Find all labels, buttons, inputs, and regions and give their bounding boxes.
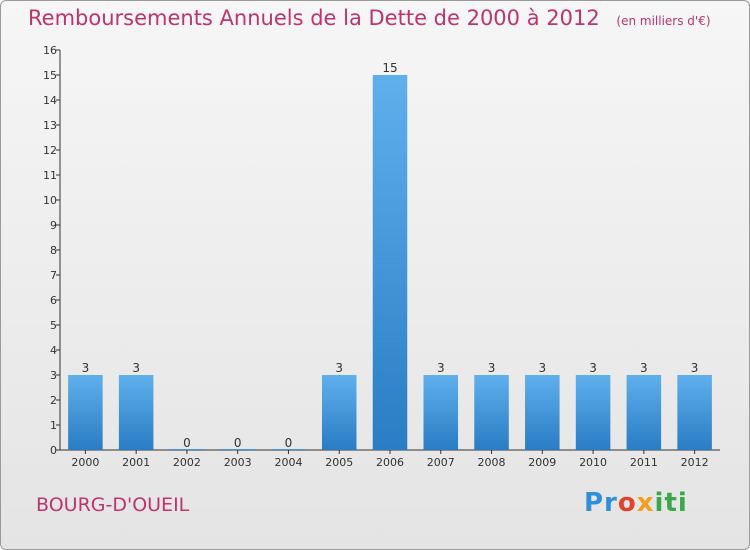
- y-tick-label: 14: [43, 94, 57, 107]
- data-label: 3: [437, 361, 445, 375]
- y-tick-label: 10: [43, 194, 57, 207]
- x-tick-label: 2006: [376, 456, 404, 469]
- bar: [423, 375, 459, 450]
- chart-title: Remboursements Annuels de la Dette de 20…: [28, 6, 711, 30]
- bar: [169, 449, 205, 450]
- logo-part-3: x: [636, 488, 655, 518]
- y-tick-label: 12: [43, 144, 57, 157]
- y-tick-label: 15: [43, 69, 57, 82]
- data-label: 3: [640, 361, 648, 375]
- y-tick-label: 7: [50, 269, 57, 282]
- x-tick-label: 2010: [579, 456, 607, 469]
- data-label: 0: [234, 436, 242, 450]
- y-tick-label: 16: [43, 44, 57, 57]
- chart-unit: (en milliers d'€): [616, 14, 711, 28]
- bar: [68, 375, 103, 450]
- bar: [575, 375, 611, 450]
- x-tick-label: 2005: [325, 456, 353, 469]
- y-tick-label: 1: [50, 419, 57, 432]
- bar: [220, 449, 255, 450]
- x-tick-label: 2007: [427, 456, 455, 469]
- logo-part-4: iti: [654, 488, 688, 518]
- bar: [677, 375, 712, 450]
- data-label: 0: [285, 436, 293, 450]
- x-tick-label: 2001: [122, 456, 150, 469]
- data-label: 3: [589, 361, 597, 375]
- y-tick-label: 3: [50, 369, 57, 382]
- data-label: 3: [82, 361, 90, 375]
- bar: [118, 375, 154, 450]
- x-tick-label: 2003: [224, 456, 252, 469]
- commune-name: BOURG-D'OUEIL: [36, 494, 190, 516]
- x-tick-label: 2008: [478, 456, 506, 469]
- logo-part-2: o: [617, 488, 637, 518]
- x-tick-label: 2000: [71, 456, 99, 469]
- data-label: 3: [488, 361, 496, 375]
- bar: [372, 75, 408, 450]
- x-tick-label: 2012: [681, 456, 709, 469]
- y-tick-label: 2: [50, 394, 57, 407]
- y-tick-label: 0: [50, 444, 57, 457]
- y-tick-label: 8: [50, 244, 57, 257]
- bar: [321, 375, 357, 450]
- y-tick-label: 4: [50, 344, 57, 357]
- y-tick-label: 11: [43, 169, 57, 182]
- x-tick-label: 2002: [173, 456, 201, 469]
- y-tick-label: 6: [50, 294, 57, 307]
- bar: [626, 375, 662, 450]
- bar: [474, 375, 509, 450]
- x-tick-label: 2009: [528, 456, 556, 469]
- y-tick-label: 9: [50, 219, 57, 232]
- data-label: 3: [538, 361, 546, 375]
- y-tick-label: 13: [43, 119, 57, 132]
- bar: [271, 449, 306, 450]
- data-label: 3: [132, 361, 140, 375]
- y-tick-label: 5: [50, 319, 57, 332]
- chart-title-text: Remboursements Annuels de la Dette de 20…: [28, 6, 600, 30]
- x-tick-label: 2011: [630, 456, 658, 469]
- data-label: 3: [691, 361, 699, 375]
- x-tick-label: 2004: [274, 456, 302, 469]
- logo-part-1: Pr: [584, 488, 618, 518]
- proxiti-logo: Proxiti: [584, 488, 688, 518]
- data-label: 0: [183, 436, 191, 450]
- bar: [525, 375, 560, 450]
- data-label: 15: [382, 61, 397, 75]
- data-label: 3: [335, 361, 343, 375]
